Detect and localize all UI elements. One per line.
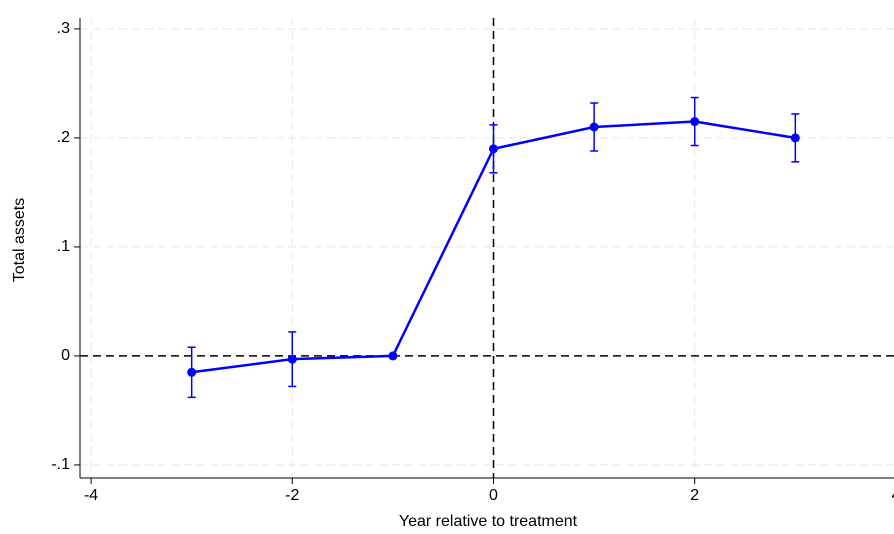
y-axis-label: Total assets [11,198,28,282]
y-tick-label: .3 [57,20,70,37]
point [790,133,800,143]
y-tick-label: .1 [57,238,70,255]
y-tick-label: -.1 [51,456,70,473]
x-tick-label: 4 [891,487,894,504]
point [589,122,599,132]
x-tick-label: -2 [285,487,299,504]
y-tick-label: 0 [61,347,70,364]
point [388,351,398,361]
point [489,144,499,154]
point [690,117,700,127]
x-tick-label: -4 [84,487,98,504]
x-tick-label: 2 [690,487,699,504]
point [187,367,197,377]
x-axis-label: Year relative to treatment [399,513,578,530]
y-tick-label: .2 [57,129,70,146]
x-tick-label: 0 [489,487,498,504]
point [287,354,297,364]
